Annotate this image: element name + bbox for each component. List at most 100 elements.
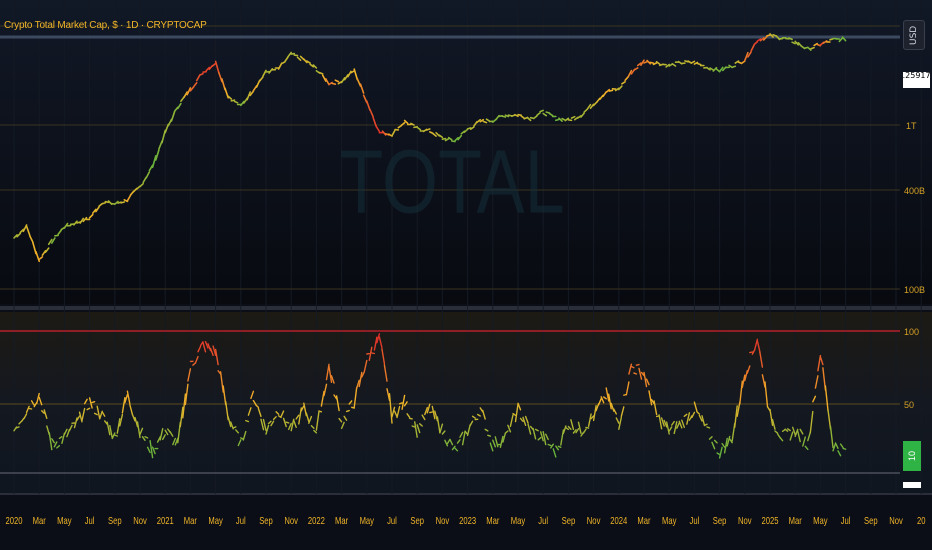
oscillator-line-segment — [124, 394, 129, 404]
oscillator-line-segment — [618, 416, 622, 430]
oscillator-line-segment — [235, 429, 240, 434]
oscillator-line-segment — [686, 412, 691, 425]
oscillator-line-segment — [489, 442, 494, 452]
oscillator-line-segment — [252, 399, 257, 406]
currency-button[interactable]: USD — [903, 20, 925, 50]
oscillator-line-segment — [615, 417, 620, 424]
oscillator-line-segment — [98, 410, 103, 420]
oscillator-line-segment — [817, 354, 822, 372]
oscillator-line-segment — [255, 404, 260, 409]
time-axis[interactable]: 2020 Mar May Jul Sep Nov 2021 Mar May Jul Sep Nov 20… — [5, 515, 925, 526]
price-line-segment — [151, 155, 157, 169]
price-line-segment — [794, 40, 800, 46]
oscillator-line-segment — [819, 356, 824, 366]
price-line-segment — [759, 37, 765, 42]
oscillator-line-segment — [469, 420, 474, 427]
price-line-segment — [186, 87, 192, 96]
oscillator-line-segment — [784, 428, 789, 432]
price-line-segment — [233, 100, 239, 104]
oscillator-line-segment — [56, 445, 61, 449]
time-tick-label: Mar — [33, 515, 46, 526]
oscillator-line-segment — [398, 402, 403, 405]
oscillator-line-segment — [212, 345, 217, 356]
oscillator-line-segment — [184, 383, 189, 406]
oscillator-line-segment — [512, 412, 517, 416]
price-line-segment — [403, 119, 409, 125]
price-line-segment — [82, 216, 88, 223]
oscillator-line-segment — [643, 371, 648, 388]
time-tick-label: Mar — [335, 515, 348, 526]
oscillator-line-segment — [703, 423, 708, 427]
price-line-segment — [756, 38, 762, 42]
oscillator-line-segment — [729, 438, 733, 444]
oscillator-line-segment — [227, 416, 232, 428]
time-tick-label: Nov — [133, 515, 147, 526]
oscillator-line-segment — [260, 418, 265, 431]
time-tick-label: Mar — [486, 515, 499, 526]
price-line-segment — [211, 62, 217, 67]
oscillator-line-segment — [804, 445, 809, 450]
oscillator-line-segment — [713, 439, 718, 444]
oscillator-line-segment — [305, 412, 310, 423]
oscillator-line-segment — [605, 387, 610, 402]
time-tick-label: Jul — [841, 515, 851, 526]
oscillator-line-segment — [330, 375, 335, 384]
oscillator-line-segment — [600, 396, 605, 404]
price-line-segment — [633, 67, 639, 71]
oscillator-line-segment — [693, 401, 698, 412]
oscillator-line-segment — [608, 393, 612, 410]
price-line-segment — [372, 116, 378, 128]
oscillator-line-segment — [43, 409, 48, 419]
oscillator-line-segment — [781, 428, 786, 432]
price-line-segment — [532, 115, 538, 120]
price-line-segment — [718, 66, 724, 73]
oscillator-line-segment — [116, 418, 121, 434]
price-line-segment — [120, 201, 126, 204]
chart-title: Crypto Total Market Cap, $ · 1D · CRYPTO… — [4, 20, 207, 31]
time-tick-label: Sep — [108, 515, 122, 526]
time-tick-label: Nov — [436, 515, 450, 526]
oscillator-line-segment — [245, 419, 250, 423]
oscillator-line-segment — [779, 436, 784, 442]
price-line-segment — [627, 69, 633, 78]
price-line-segment — [28, 235, 34, 243]
oscillator-line-segment — [25, 405, 30, 413]
oscillator-line-segment — [68, 424, 73, 432]
price-line-segment — [258, 76, 264, 82]
time-tick-label: 2022 — [308, 515, 325, 526]
price-line-segment — [340, 77, 346, 84]
osc-tick-label: 100 — [904, 327, 919, 337]
price-line-segment — [766, 34, 771, 37]
oscillator-line-segment — [209, 347, 214, 357]
oscillator-line-segment — [630, 365, 635, 369]
oscillator-line-segment — [151, 446, 156, 455]
price-line-segment — [696, 62, 702, 66]
oscillator-line-segment — [809, 410, 814, 434]
oscillator-line-segment — [358, 371, 363, 388]
price-line-segment — [621, 81, 626, 85]
oscillator-line-segment — [232, 426, 237, 429]
oscillator-line-segment — [91, 401, 96, 404]
oscillator-line-segment — [172, 437, 177, 446]
price-line-segment — [810, 46, 815, 50]
oscillator-line-segment — [666, 421, 670, 435]
price-line-segment — [504, 114, 510, 118]
oscillator-line-segment — [701, 415, 706, 427]
oscillator-line-segment — [396, 405, 401, 419]
oscillator-line-segment — [509, 414, 514, 428]
oscillator-line-segment — [30, 400, 35, 406]
price-line-segment — [712, 66, 718, 72]
oscillator-line-segment — [640, 371, 645, 377]
price-line-segment — [353, 68, 359, 81]
price-line-segment — [655, 60, 661, 65]
oscillator-line-segment — [708, 436, 713, 440]
oscillator-line-segment — [83, 398, 88, 405]
price-axis: 1T 400B 100B — [904, 121, 925, 295]
oscillator-line-segment — [434, 410, 439, 422]
oscillator-line-segment — [285, 421, 290, 424]
oscillator-line-segment — [257, 407, 262, 418]
oscillator-line-segment — [237, 439, 242, 447]
oscillator-line-segment — [103, 420, 108, 425]
oscillator-line-segment — [683, 413, 688, 417]
